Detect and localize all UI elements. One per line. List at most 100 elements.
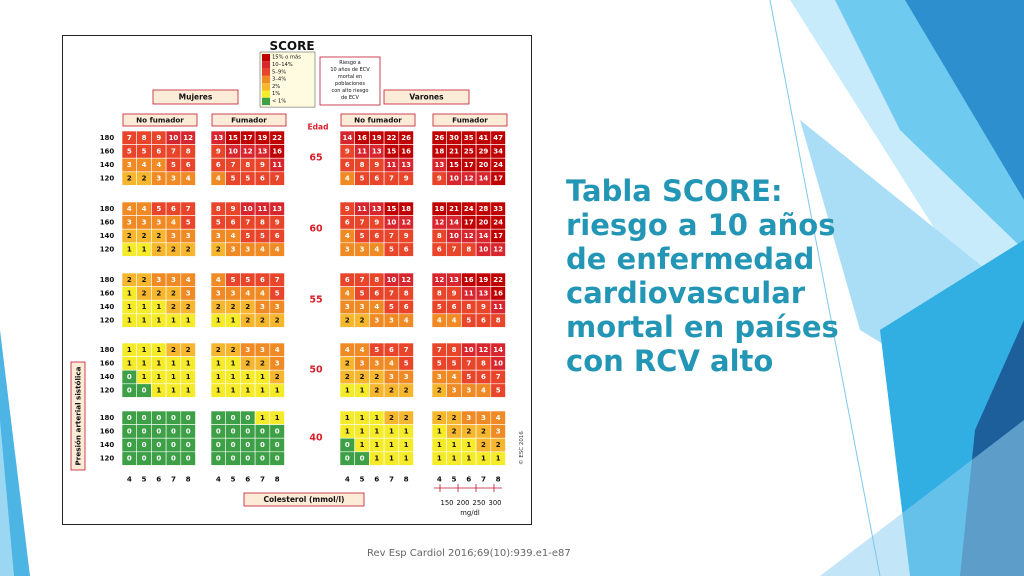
risk-cell-value: 3	[275, 303, 280, 311]
risk-cell-value: 7	[275, 276, 280, 284]
risk-cell-value: 2	[437, 414, 442, 422]
risk-cell-value: 1	[171, 387, 176, 395]
risk-cell-value: 34	[493, 147, 503, 155]
title-line-1: Tabla SCORE:	[566, 174, 783, 208]
risk-cell-value: 3	[345, 246, 350, 254]
risk-cell-value: 2	[345, 359, 350, 367]
risk-cell-value: 7	[389, 232, 394, 240]
risk-cell-value: 5	[360, 289, 365, 297]
risk-cell	[269, 383, 285, 398]
risk-cell-value: 7	[360, 218, 365, 226]
risk-cell-value: 6	[374, 175, 379, 183]
risk-cell-value: 0	[156, 414, 161, 422]
risk-cell-value: 1	[142, 359, 147, 367]
risk-cell-value: 1	[404, 427, 409, 435]
risk-cell-value: 0	[156, 441, 161, 449]
risk-cell-value: 12	[183, 134, 193, 142]
risk-cell-value: 0	[216, 414, 221, 422]
risk-cell-value: 7	[127, 134, 132, 142]
risk-cell-value: 1	[156, 359, 161, 367]
risk-cell-value: 4	[231, 232, 236, 240]
risk-cell-value: 1	[437, 441, 442, 449]
risk-cell-value: 3	[216, 232, 221, 240]
risk-cell-value: 4	[216, 276, 221, 284]
risk-cell-value: 1	[404, 441, 409, 449]
risk-cell	[398, 242, 414, 257]
risk-cell-value: 4	[171, 218, 176, 226]
cholesterol-tick: 4	[216, 475, 221, 484]
risk-cell-value: 2	[216, 346, 221, 354]
risk-cell-value: 11	[464, 289, 474, 297]
group-header-label: Mujeres	[179, 93, 213, 102]
risk-cell-value: 5	[437, 303, 442, 311]
risk-cell-value: 3	[452, 387, 457, 395]
risk-cell-value: 4	[216, 175, 221, 183]
risk-cell-value: 6	[404, 246, 409, 254]
cholesterol-tick: 5	[142, 475, 147, 484]
risk-cell-value: 6	[452, 303, 457, 311]
risk-cell-value: 5	[360, 175, 365, 183]
risk-cell-value: 5	[171, 161, 176, 169]
risk-cell-value: 1	[245, 387, 250, 395]
risk-cell-value: 2	[171, 289, 176, 297]
risk-cell-value: 26	[434, 134, 444, 142]
risk-cell-value: 5	[231, 276, 236, 284]
risk-cell-value: 2	[216, 303, 221, 311]
risk-cell-value: 2	[127, 232, 132, 240]
risk-cell-value: 4	[142, 205, 147, 213]
bp-row-label: 120	[100, 455, 115, 463]
risk-cell-value: 7	[466, 359, 471, 367]
deco-pale-bottom	[820, 420, 1024, 576]
risk-cell-value: 0	[186, 427, 191, 435]
cholesterol-tick: 6	[374, 475, 379, 484]
risk-cell-value: 10	[464, 346, 474, 354]
risk-cell-value: 5	[389, 246, 394, 254]
risk-cell-value: 8	[245, 161, 250, 169]
risk-cell-value: 1	[142, 346, 147, 354]
risk-cell-value: 5	[245, 276, 250, 284]
risk-cell-value: 0	[216, 441, 221, 449]
risk-cell-value: 17	[464, 218, 474, 226]
risk-cell-value: 22	[493, 276, 503, 284]
risk-cell-value: 3	[374, 359, 379, 367]
risk-cell-value: 0	[142, 427, 147, 435]
risk-cell-value: 1	[374, 414, 379, 422]
bp-row-label: 180	[100, 346, 115, 354]
risk-cell-value: 6	[374, 289, 379, 297]
risk-cell-value: 9	[404, 232, 409, 240]
risk-cell-value: 12	[434, 276, 444, 284]
risk-cell-value: 3	[466, 387, 471, 395]
cholesterol-tick: 7	[481, 475, 486, 484]
risk-cell-value: 2	[496, 441, 501, 449]
smoking-header-label: Fumador	[452, 116, 488, 125]
risk-cell-value: 21	[449, 205, 459, 213]
risk-cell-value: 22	[272, 134, 282, 142]
cholesterol-tick: 8	[186, 475, 191, 484]
legend-note-line: Riesgo a	[339, 60, 360, 66]
risk-cell-value: 29	[479, 147, 489, 155]
risk-cell-value: 7	[452, 246, 457, 254]
risk-cell-value: 1	[156, 317, 161, 325]
risk-cell-value: 8	[404, 289, 409, 297]
risk-cell-value: 3	[156, 276, 161, 284]
risk-cell-value: 5	[260, 232, 265, 240]
risk-cell-value: 14	[479, 175, 489, 183]
risk-cell-value: 5	[389, 303, 394, 311]
risk-cell-value: 5	[466, 317, 471, 325]
risk-cell-value: 11	[357, 147, 367, 155]
risk-cell-value: 12	[493, 246, 503, 254]
legend-label: 3–4%	[272, 77, 286, 83]
risk-cell-value: 0	[186, 455, 191, 463]
risk-cell-value: 1	[404, 455, 409, 463]
risk-cell-value: 6	[389, 346, 394, 354]
risk-cell-value: 9	[260, 161, 265, 169]
risk-cell-value: 7	[389, 289, 394, 297]
bp-row-label: 140	[100, 232, 115, 240]
deco-left-light	[0, 420, 14, 576]
risk-cell-value: 3	[360, 246, 365, 254]
risk-cell-value: 2	[360, 317, 365, 325]
risk-cell-value: 18	[434, 205, 444, 213]
risk-cell-value: 0	[275, 441, 280, 449]
smoking-header-label: No fumador	[354, 116, 402, 125]
cholesterol-tick: 4	[437, 475, 442, 484]
